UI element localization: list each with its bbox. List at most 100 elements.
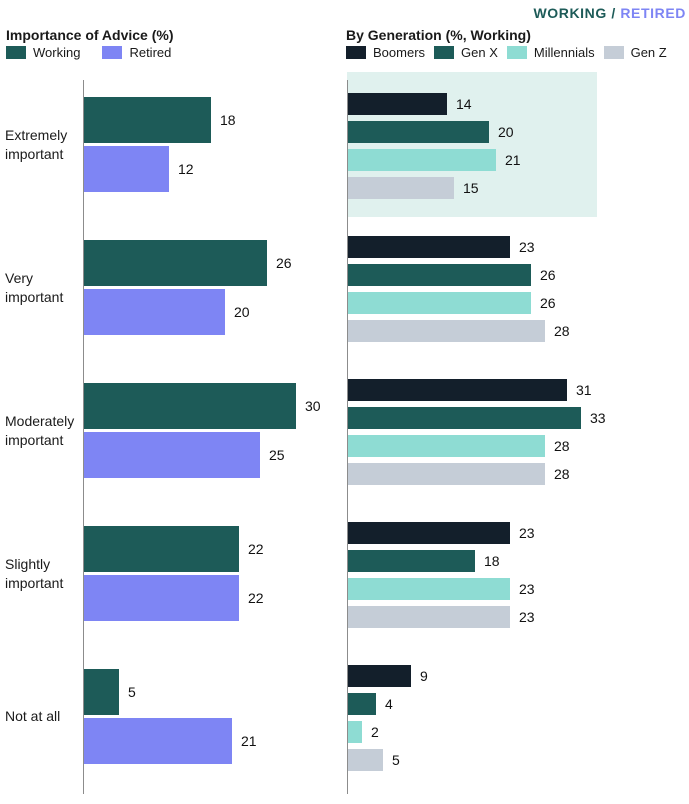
legend-item-boomers: Boomers: [346, 45, 425, 60]
bar-row-boomers-very-important: 23: [348, 236, 535, 258]
bar-row-gen-z-not-at-all: 5: [348, 749, 400, 771]
category-label-not-at-all: Not at all: [5, 708, 61, 725]
bar-row-millennials-extremely-important: 21: [348, 149, 521, 171]
bar-row-working-extremely-important: 18: [84, 97, 236, 143]
bar-boomers-slightly-important: [348, 522, 510, 544]
legend-swatch-retired: [102, 46, 123, 59]
left-panel-legend: Working Retired: [6, 45, 171, 60]
bar-row-working-moderately-important: 30: [84, 383, 321, 429]
legend-label-gen-x: Gen X: [461, 45, 498, 60]
bar-gen-x-slightly-important: [348, 550, 475, 572]
bar-millennials-not-at-all: [348, 721, 362, 743]
bar-value-label: 18: [484, 553, 500, 569]
y-axis-line: [83, 80, 84, 794]
bar-row-working-very-important: 26: [84, 240, 292, 286]
bar-value-label: 5: [128, 684, 136, 700]
bar-retired-not-at-all: [84, 718, 232, 764]
working-header-label: WORKING: [533, 5, 607, 21]
bar-retired-extremely-important: [84, 146, 169, 192]
legend-swatch-boomers: [346, 46, 366, 59]
bar-gen-x-moderately-important: [348, 407, 581, 429]
bar-value-label: 12: [178, 161, 194, 177]
bar-value-label: 20: [234, 304, 250, 320]
bar-value-label: 31: [576, 382, 592, 398]
bar-value-label: 26: [276, 255, 292, 271]
bar-row-working-not-at-all: 5: [84, 669, 136, 715]
category-label-very-important: Very important: [5, 270, 64, 305]
bar-working-very-important: [84, 240, 267, 286]
legend-item-millennials: Millennials: [506, 45, 595, 60]
bar-row-boomers-not-at-all: 9: [348, 665, 428, 687]
header-separator: /: [606, 5, 621, 21]
legend-swatch-working: [6, 46, 26, 59]
bar-millennials-very-important: [348, 292, 531, 314]
bar-value-label: 25: [269, 447, 285, 463]
bar-row-working-slightly-important: 22: [84, 526, 264, 572]
bar-value-label: 28: [554, 323, 570, 339]
bar-value-label: 21: [505, 152, 521, 168]
bar-value-label: 22: [248, 541, 264, 557]
legend-swatch-millennials: [506, 46, 527, 59]
bar-working-slightly-important: [84, 526, 239, 572]
bar-value-label: 23: [519, 239, 535, 255]
legend-label-gen-z: Gen Z: [630, 45, 667, 60]
bar-value-label: 26: [540, 295, 556, 311]
bar-row-millennials-slightly-important: 23: [348, 578, 535, 600]
importance-of-advice-chart: Extremely important 18 12 Very important 26 2…: [0, 72, 344, 804]
legend-label-millennials: Millennials: [533, 45, 595, 60]
bar-row-millennials-very-important: 26: [348, 292, 556, 314]
bar-value-label: 33: [590, 410, 606, 426]
bar-gen-z-extremely-important: [348, 177, 454, 199]
bar-value-label: 14: [456, 96, 472, 112]
bar-retired-very-important: [84, 289, 225, 335]
bar-millennials-slightly-important: [348, 578, 510, 600]
bar-value-label: 20: [498, 124, 514, 140]
bar-gen-z-very-important: [348, 320, 545, 342]
bar-boomers-moderately-important: [348, 379, 567, 401]
bar-boomers-not-at-all: [348, 665, 411, 687]
bar-value-label: 23: [519, 609, 535, 625]
bar-value-label: 15: [463, 180, 479, 196]
bar-row-gen-z-slightly-important: 23: [348, 606, 535, 628]
bar-row-retired-moderately-important: 25: [84, 432, 285, 478]
legend-item-gen-x: Gen X: [434, 45, 498, 60]
bar-value-label: 23: [519, 525, 535, 541]
bar-row-gen-x-not-at-all: 4: [348, 693, 393, 715]
bar-row-retired-not-at-all: 21: [84, 718, 257, 764]
right-panel-legend: Boomers Gen X Millennials Gen Z: [346, 45, 667, 60]
by-generation-chart: 14 20 21 15 23 26 26 28 31 33 28 28 23 18 23 23 9 4 2 5: [344, 72, 689, 804]
right-panel-title: By Generation (%, Working): [346, 27, 531, 43]
bar-row-boomers-extremely-important: 14: [348, 93, 472, 115]
bar-row-retired-extremely-important: 12: [84, 146, 194, 192]
bar-working-not-at-all: [84, 669, 119, 715]
bar-value-label: 5: [392, 752, 400, 768]
bar-value-label: 2: [371, 724, 379, 740]
bar-value-label: 26: [540, 267, 556, 283]
bar-value-label: 23: [519, 581, 535, 597]
bar-gen-z-not-at-all: [348, 749, 383, 771]
bar-value-label: 4: [385, 696, 393, 712]
bar-row-millennials-moderately-important: 28: [348, 435, 570, 457]
bar-row-boomers-slightly-important: 23: [348, 522, 535, 544]
bar-retired-slightly-important: [84, 575, 239, 621]
legend-label-working: Working: [33, 45, 81, 60]
legend-item-gen-z: Gen Z: [603, 45, 667, 60]
bar-retired-moderately-important: [84, 432, 260, 478]
bar-value-label: 21: [241, 733, 257, 749]
legend-label-boomers: Boomers: [373, 45, 426, 60]
legend-item-working: Working: [6, 45, 80, 60]
bar-boomers-extremely-important: [348, 93, 447, 115]
category-label-extremely-important: Extremely important: [5, 127, 68, 162]
legend-label-retired: Retired: [129, 45, 172, 60]
bar-working-extremely-important: [84, 97, 211, 143]
bar-value-label: 9: [420, 668, 428, 684]
bar-row-boomers-moderately-important: 31: [348, 379, 592, 401]
bar-gen-x-extremely-important: [348, 121, 489, 143]
bar-row-gen-x-moderately-important: 33: [348, 407, 606, 429]
bar-gen-x-not-at-all: [348, 693, 376, 715]
category-label-slightly-important: Slightly important: [5, 556, 64, 591]
bar-row-gen-z-moderately-important: 28: [348, 463, 570, 485]
y-axis-line: [347, 80, 348, 794]
bar-row-retired-very-important: 20: [84, 289, 250, 335]
